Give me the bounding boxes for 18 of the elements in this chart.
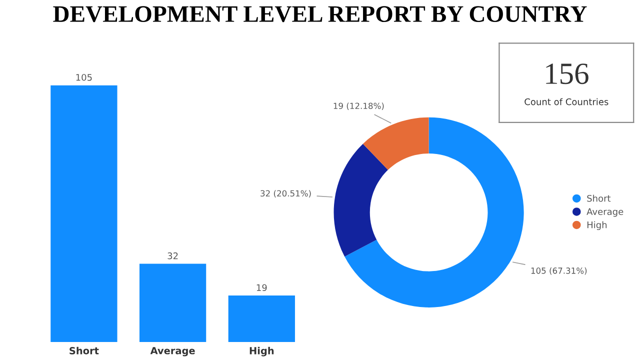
legend-label: Average [586, 208, 624, 217]
legend-label: Short [587, 194, 611, 202]
data-label: 19 [256, 284, 267, 292]
data-label: 105 [76, 74, 92, 81]
donut-slice [334, 144, 388, 257]
x-tick-label: Short [70, 346, 99, 354]
legend-label: High [587, 221, 607, 230]
data-label: 19 (12.18%) [334, 102, 384, 110]
text: Count of Countries [524, 98, 608, 106]
donut-slice [362, 117, 429, 170]
donut-slice [344, 117, 524, 308]
x-tick-label: Average [150, 347, 195, 356]
text: 156 [546, 64, 588, 84]
data-label: 105 (67.31%) [531, 267, 587, 275]
data-label: 32 [168, 252, 178, 260]
x-tick-label: High [250, 346, 274, 356]
data-label: 32 (20.51%) [260, 190, 311, 198]
chart-title: DEVELOPMENT LEVEL REPORT BY COUNTRY [53, 6, 587, 22]
